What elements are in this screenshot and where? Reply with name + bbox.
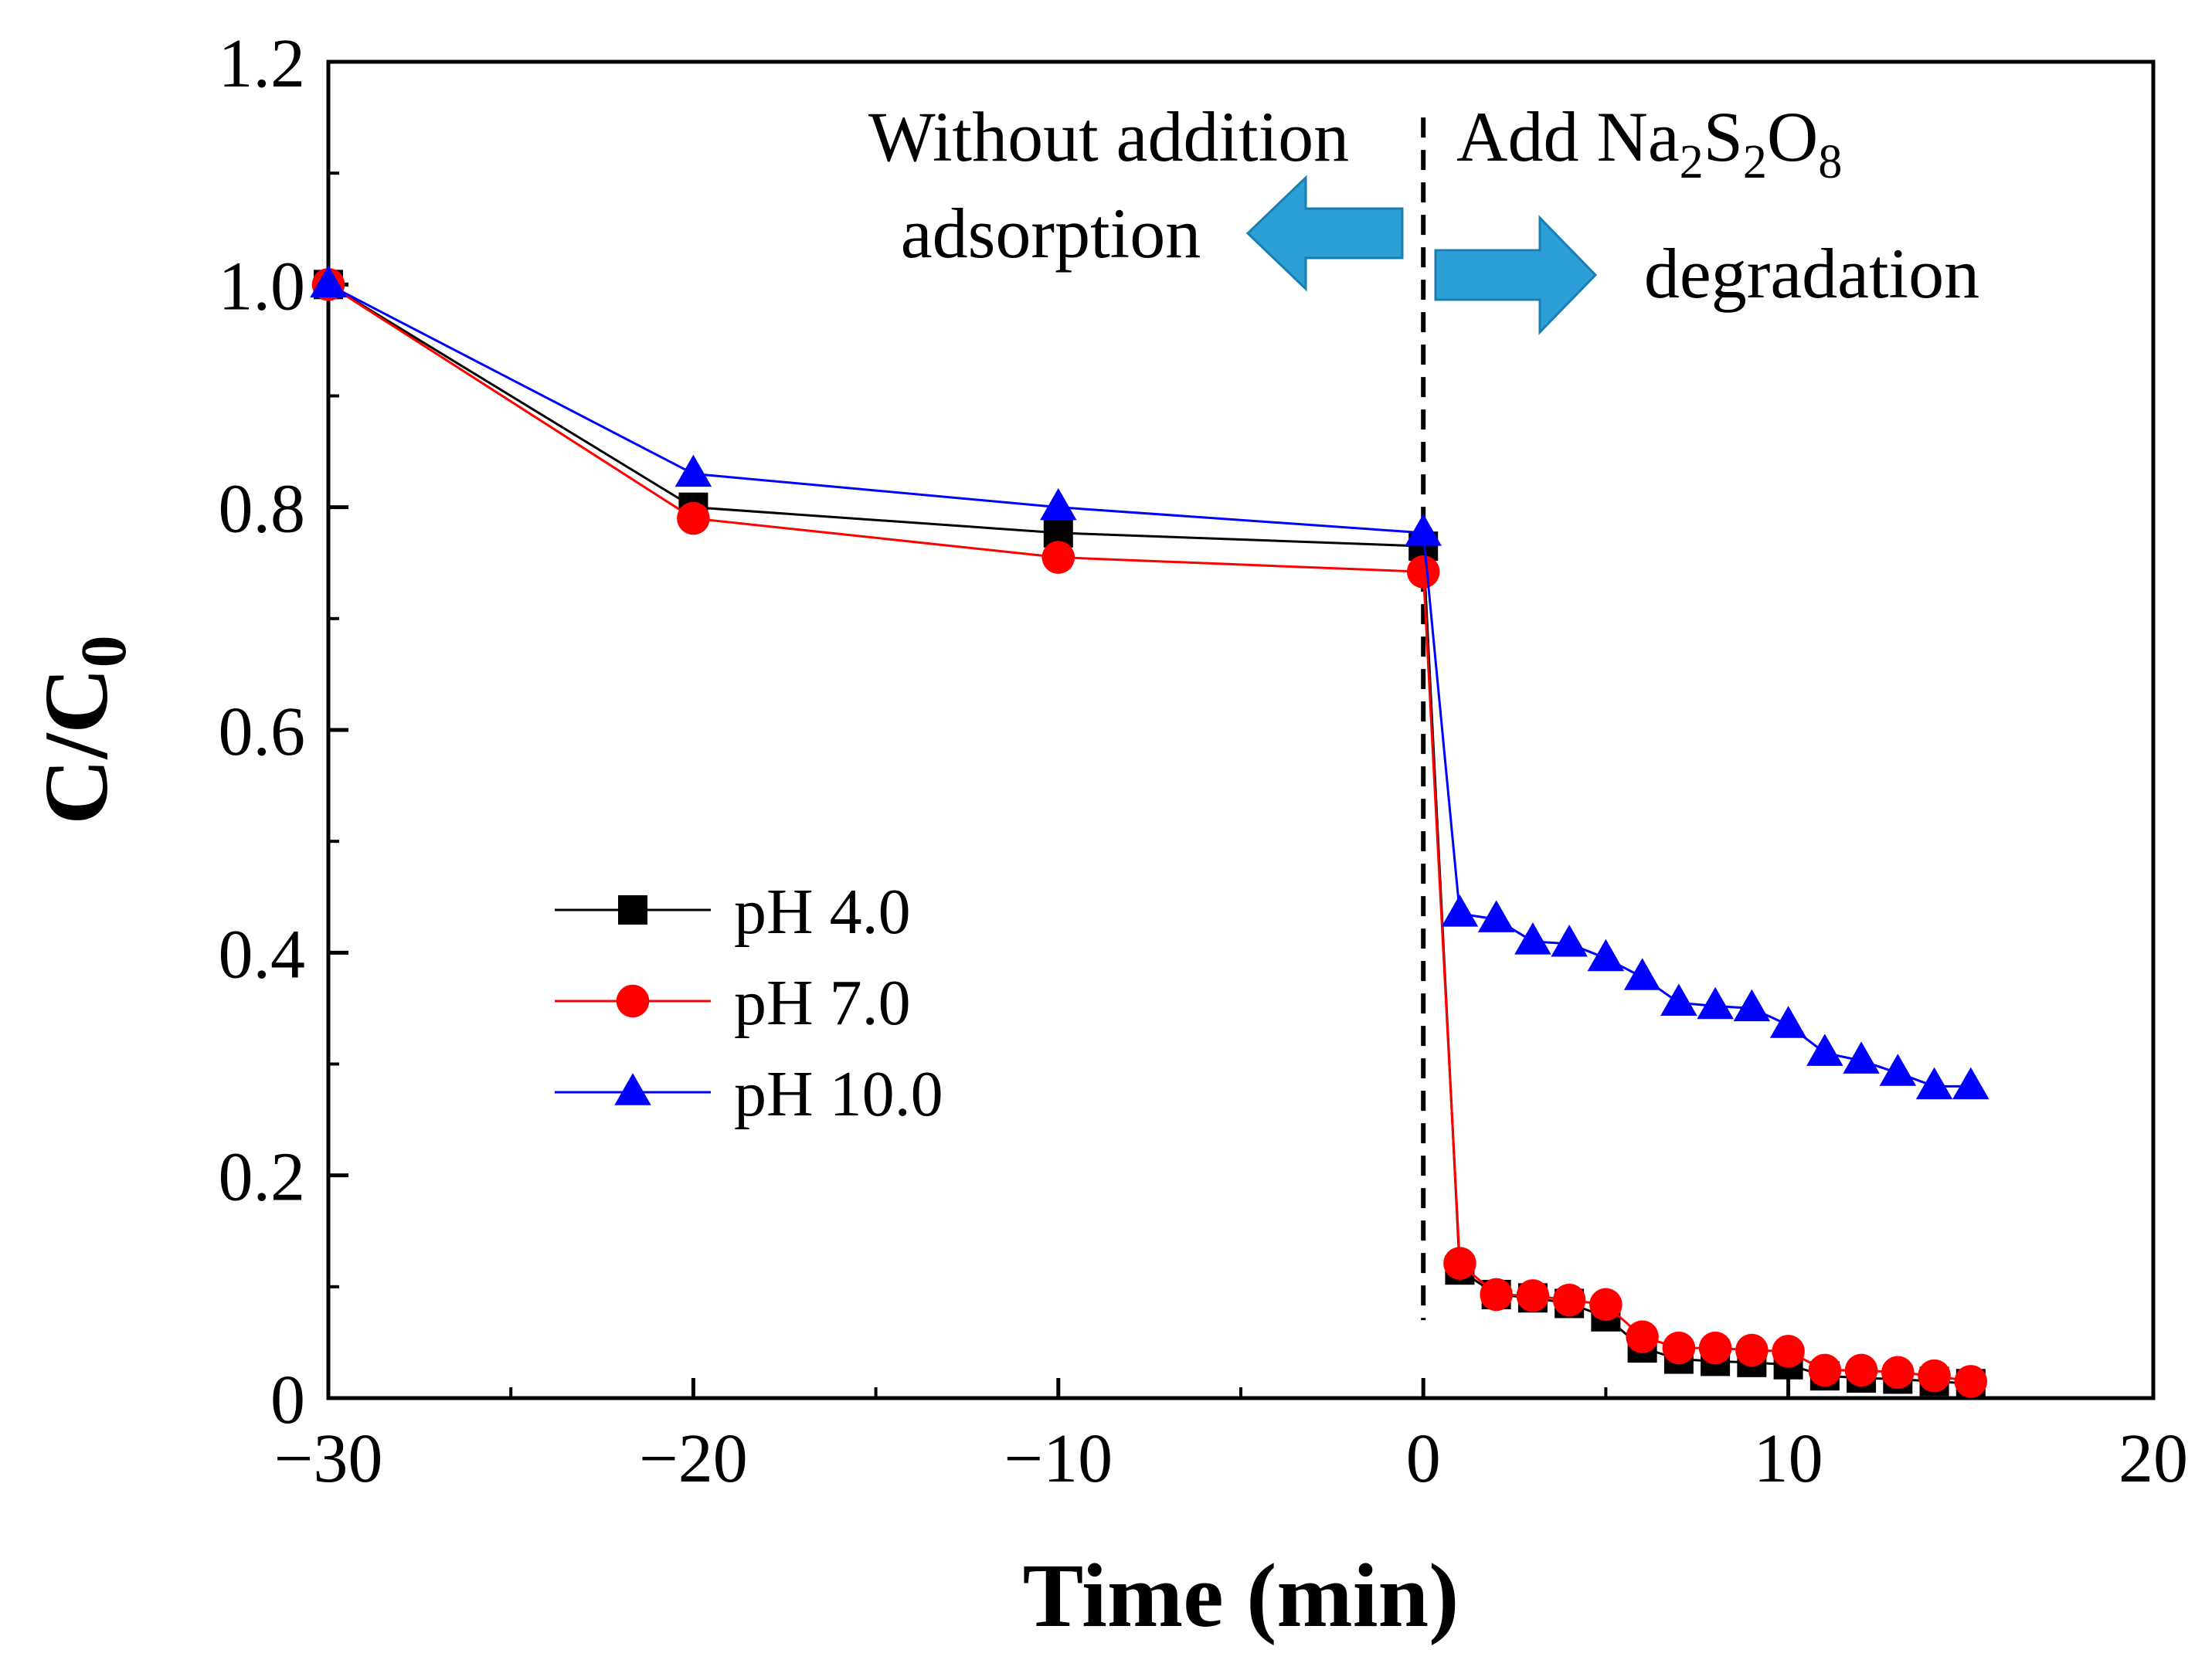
data-point (1662, 1331, 1696, 1365)
series-line (328, 283, 1972, 1383)
legend-label: pH 4.0 (734, 876, 911, 948)
data-point (1551, 925, 1588, 957)
data-point (1806, 1034, 1843, 1066)
legend-entry: pH 10.0 (555, 1058, 943, 1130)
data-point (1441, 894, 1479, 927)
data-point (1589, 1288, 1622, 1322)
y-axis-title: C/C0 (25, 635, 140, 824)
x-tick-label: −30 (274, 1421, 383, 1497)
data-point (1808, 1353, 1842, 1387)
legend-marker (616, 984, 650, 1018)
data-point (1587, 939, 1625, 972)
data-point (1769, 1006, 1807, 1038)
y-axis-title-subscript: 0 (68, 635, 140, 667)
series-line (328, 283, 1971, 1088)
data-point (1697, 986, 1734, 1020)
y-tick-label: 1.0 (219, 248, 306, 324)
data-point (1514, 922, 1551, 955)
y-tick-label: 1.2 (219, 25, 306, 102)
data-point (310, 265, 347, 298)
data-point (1443, 1247, 1476, 1280)
series-ph-10.0 (310, 265, 1989, 1100)
data-point (1405, 514, 1442, 546)
axis-tick-labels: −30 −20 −10 0 10 20 0 0.2 0.4 0.6 0.8 1.0 1.2 (219, 25, 2189, 1497)
data-point (1480, 1278, 1513, 1312)
data-point (1915, 1067, 1953, 1100)
data-point (1881, 1356, 1915, 1390)
series-layer (310, 265, 1989, 1399)
arrow-left-icon (1245, 175, 1404, 292)
x-tick-label: 10 (1754, 1421, 1823, 1497)
x-tick-label: 0 (1406, 1421, 1441, 1497)
annotation-degradation: degradation (1644, 234, 1979, 313)
data-point (1879, 1054, 1917, 1086)
data-point (1477, 900, 1515, 932)
y-tick-label: 0.8 (219, 471, 306, 548)
data-point (1843, 1041, 1880, 1074)
legend-label: pH 10.0 (734, 1058, 943, 1130)
y-tick-label: 0.2 (219, 1139, 306, 1216)
series-ph-4.0 (314, 270, 1986, 1399)
data-point (1844, 1353, 1878, 1387)
data-point (1041, 541, 1075, 574)
data-point (1552, 1283, 1586, 1317)
data-point (674, 454, 712, 487)
series-ph-7.0 (311, 268, 1988, 1398)
series-line (328, 283, 1971, 1385)
arrow-right-icon (1434, 215, 1598, 335)
data-point (1735, 1333, 1769, 1367)
legend-marker (618, 895, 647, 925)
legend: pH 4.0 pH 7.0 pH 10.0 (555, 876, 943, 1130)
data-point (1623, 958, 1661, 990)
data-point (1698, 1331, 1732, 1365)
legend-entry: pH 7.0 (555, 967, 911, 1039)
data-point (1772, 1335, 1805, 1368)
legend-label: pH 7.0 (734, 967, 911, 1039)
x-tick-label: −20 (639, 1421, 748, 1497)
annotation-without-addition: Without addition (868, 97, 1349, 176)
data-point (677, 501, 710, 535)
data-point (1954, 1365, 1988, 1398)
y-tick-label: 0.4 (219, 916, 306, 993)
data-point (1660, 983, 1697, 1016)
data-point (1406, 555, 1440, 589)
data-point (1040, 487, 1077, 521)
x-tick-label: −10 (1004, 1421, 1113, 1497)
data-point (1733, 989, 1771, 1022)
data-point (1918, 1359, 1951, 1393)
y-tick-label: 0.6 (219, 694, 306, 770)
data-point (1626, 1320, 1659, 1353)
x-tick-label: 20 (2119, 1421, 2188, 1497)
annotation-adsorption: adsorption (901, 194, 1201, 273)
data-point (1516, 1279, 1550, 1312)
x-axis-title: Time (min) (1023, 1545, 1459, 1646)
legend-marker (614, 1073, 651, 1105)
annotation-add-na2s2o8: Add Na2S2O8 (1456, 97, 1842, 188)
legend-entry: pH 4.0 (555, 876, 911, 948)
y-tick-label: 0 (270, 1362, 305, 1438)
data-point (1952, 1067, 1989, 1100)
y-axis-title-main: C/C (25, 667, 127, 824)
